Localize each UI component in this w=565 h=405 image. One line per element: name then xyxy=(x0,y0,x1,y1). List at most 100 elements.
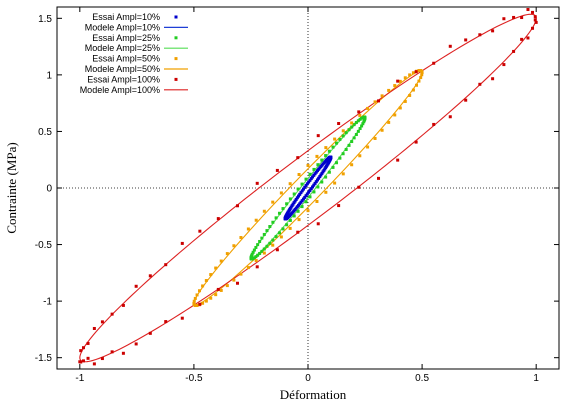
test-point xyxy=(216,217,220,221)
test-point xyxy=(235,204,239,208)
test-point xyxy=(337,204,341,208)
test-point xyxy=(262,209,266,213)
test-point xyxy=(502,17,506,21)
test-point xyxy=(354,121,358,125)
test-point xyxy=(417,79,421,83)
test-point xyxy=(363,117,367,121)
test-point xyxy=(352,123,356,127)
test-point xyxy=(531,26,535,30)
test-point xyxy=(232,244,236,248)
test-point xyxy=(358,117,362,121)
test-point xyxy=(448,44,452,48)
test-point xyxy=(512,49,516,53)
test-point xyxy=(377,99,381,103)
test-point xyxy=(307,190,311,194)
test-point xyxy=(299,191,303,195)
test-point xyxy=(180,241,184,245)
legend: Essai Ampl=10%Modele Ampl=10%Essai Ampl=… xyxy=(80,12,188,95)
test-points xyxy=(78,8,538,366)
test-point xyxy=(316,134,320,138)
test-point xyxy=(393,84,397,88)
test-point xyxy=(502,63,506,67)
test-point xyxy=(285,223,289,227)
test-point xyxy=(297,218,301,222)
test-point xyxy=(464,38,468,42)
test-point xyxy=(301,187,305,191)
test-point xyxy=(320,180,324,184)
test-point xyxy=(305,192,309,196)
test-point xyxy=(201,284,205,288)
test-point xyxy=(81,359,85,363)
legend-swatch-point xyxy=(174,36,178,40)
test-point xyxy=(225,284,229,288)
test-point xyxy=(216,287,220,291)
x-tick-label: 0 xyxy=(305,373,311,384)
test-point xyxy=(318,175,322,179)
test-point xyxy=(419,68,423,72)
test-point xyxy=(235,281,239,285)
test-point xyxy=(308,172,312,176)
test-point xyxy=(260,249,264,253)
test-point xyxy=(279,235,283,239)
test-point xyxy=(344,147,348,151)
test-point xyxy=(327,149,331,153)
legend-label: Modele Ampl=100% xyxy=(80,85,160,95)
test-point xyxy=(274,235,278,239)
test-point xyxy=(408,93,412,97)
test-point xyxy=(258,239,262,243)
test-point xyxy=(204,279,208,283)
test-point xyxy=(316,163,320,167)
y-tick-label: -1 xyxy=(43,297,52,308)
test-point xyxy=(246,266,250,270)
test-point xyxy=(214,293,218,297)
test-point xyxy=(341,134,345,138)
test-point xyxy=(350,163,354,167)
test-point xyxy=(350,121,354,125)
test-point xyxy=(304,177,308,181)
test-point xyxy=(464,98,468,102)
test-point xyxy=(354,133,358,137)
test-point xyxy=(239,236,243,240)
x-axis-label: Déformation xyxy=(280,387,347,402)
test-point xyxy=(419,76,423,80)
test-point xyxy=(121,351,125,355)
test-point xyxy=(164,263,168,267)
test-point xyxy=(81,346,85,350)
test-point xyxy=(180,316,184,320)
test-point xyxy=(295,196,299,200)
test-point xyxy=(271,238,275,242)
test-point xyxy=(256,243,260,247)
test-point xyxy=(297,172,301,176)
test-point xyxy=(327,170,331,174)
test-point xyxy=(312,190,316,194)
test-point xyxy=(380,94,384,98)
test-point xyxy=(315,200,319,204)
test-point xyxy=(292,214,296,218)
x-tick-label: 1 xyxy=(533,373,539,384)
test-point xyxy=(347,128,351,132)
test-point xyxy=(198,229,202,233)
test-point xyxy=(209,273,213,277)
test-point xyxy=(296,230,300,234)
test-point xyxy=(311,175,315,179)
test-point xyxy=(361,122,365,126)
legend-swatch-point xyxy=(174,15,178,19)
test-point xyxy=(300,199,304,203)
test-point xyxy=(533,15,537,19)
y-tick-label: 0.5 xyxy=(38,127,52,138)
test-point xyxy=(478,82,482,86)
test-point xyxy=(134,342,138,346)
test-point xyxy=(373,136,377,140)
test-point xyxy=(526,8,530,12)
test-point xyxy=(86,341,90,345)
test-point xyxy=(292,201,296,205)
test-point xyxy=(311,185,315,189)
test-point xyxy=(110,312,114,316)
test-point xyxy=(219,259,223,263)
test-point xyxy=(254,255,258,259)
test-point xyxy=(315,178,319,182)
test-point xyxy=(396,158,400,162)
test-point xyxy=(92,326,96,330)
test-point xyxy=(448,115,452,119)
